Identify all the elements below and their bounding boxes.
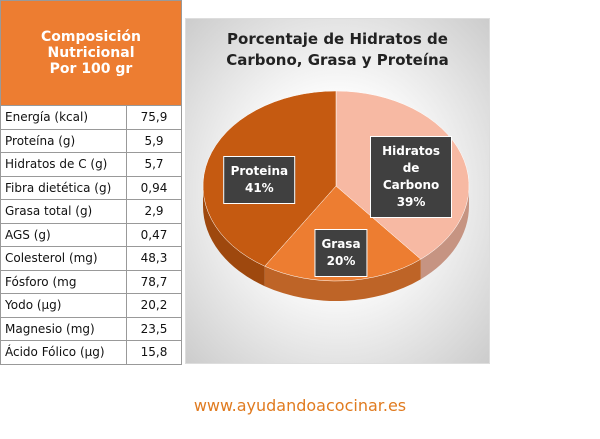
row-value: 0,94 bbox=[126, 175, 182, 200]
footer-link[interactable]: www.ayudandoacocinar.es bbox=[193, 396, 407, 415]
table-row: AGS (g) 0,47 bbox=[0, 222, 182, 247]
table-row: Colesterol (mg) 48,3 bbox=[0, 246, 182, 271]
row-label: Fibra dietética (g) bbox=[0, 175, 127, 200]
label-box: Hidratos de Carbono 39% bbox=[370, 135, 453, 218]
header-line: Composición Nutricional bbox=[41, 29, 141, 61]
row-label: Yodo (µg) bbox=[0, 293, 127, 318]
row-label: Hidratos de C (g) bbox=[0, 152, 127, 177]
nutrition-table: Composición Nutricional Por 100 gr Energí… bbox=[0, 0, 182, 365]
row-label: Magnesio (mg) bbox=[0, 316, 127, 341]
row-label: AGS (g) bbox=[0, 222, 127, 247]
table-row: Hidratos de C (g) 5,7 bbox=[0, 152, 182, 177]
label-box: Grasa 20% bbox=[314, 228, 368, 277]
row-label: Colesterol (mg) bbox=[0, 246, 127, 271]
table-row: Energía (kcal) 75,9 bbox=[0, 105, 182, 130]
row-value: 0,47 bbox=[126, 222, 182, 247]
row-label: Grasa total (g) bbox=[0, 199, 127, 224]
slice-value: 20% bbox=[326, 253, 356, 268]
slice-value: 41% bbox=[244, 181, 274, 196]
table-row: Grasa total (g) 2,9 bbox=[0, 199, 182, 224]
table-row: Proteína (g) 5,9 bbox=[0, 128, 182, 153]
chart-title: Porcentaje de Hidratos de Carbono, Grasa… bbox=[226, 30, 449, 69]
pie-side bbox=[203, 186, 265, 287]
row-value: 78,7 bbox=[126, 269, 182, 294]
row-value: 5,9 bbox=[126, 128, 182, 153]
row-label: Fósforo (mg bbox=[0, 269, 127, 294]
table-row: Ácido Fólico (µg) 15,8 bbox=[0, 340, 182, 365]
chart: Porcentaje de Hidratos de Carbono, Grasa… bbox=[185, 18, 490, 364]
row-value: 48,3 bbox=[126, 246, 182, 271]
pie-side bbox=[264, 259, 421, 301]
slice-name: Proteina bbox=[230, 164, 289, 179]
row-value: 75,9 bbox=[126, 105, 182, 130]
row-value: 20,2 bbox=[126, 293, 182, 318]
table-header: Composición Nutricional Por 100 gr bbox=[0, 0, 182, 106]
row-label: Energía (kcal) bbox=[0, 105, 127, 130]
table-row: Fósforo (mg 78,7 bbox=[0, 269, 182, 294]
pie-side bbox=[420, 186, 469, 280]
row-value: 23,5 bbox=[126, 316, 182, 341]
row-value: 2,9 bbox=[126, 199, 182, 224]
table-row: Yodo (µg) 20,2 bbox=[0, 293, 182, 318]
label-box: Proteina 41% bbox=[223, 156, 296, 205]
slice-value: 39% bbox=[396, 194, 426, 209]
row-value: 5,7 bbox=[126, 152, 182, 177]
row-label: Ácido Fólico (µg) bbox=[0, 340, 127, 365]
row-label: Proteína (g) bbox=[0, 128, 127, 153]
header-line: Por 100 gr bbox=[49, 61, 133, 77]
slice-name: Grasa bbox=[321, 236, 361, 251]
row-value: 15,8 bbox=[126, 340, 182, 365]
slice-name: Hidratos de Carbono bbox=[382, 143, 441, 192]
table-row: Magnesio (mg) 23,5 bbox=[0, 316, 182, 341]
table-row: Fibra dietética (g) 0,94 bbox=[0, 175, 182, 200]
